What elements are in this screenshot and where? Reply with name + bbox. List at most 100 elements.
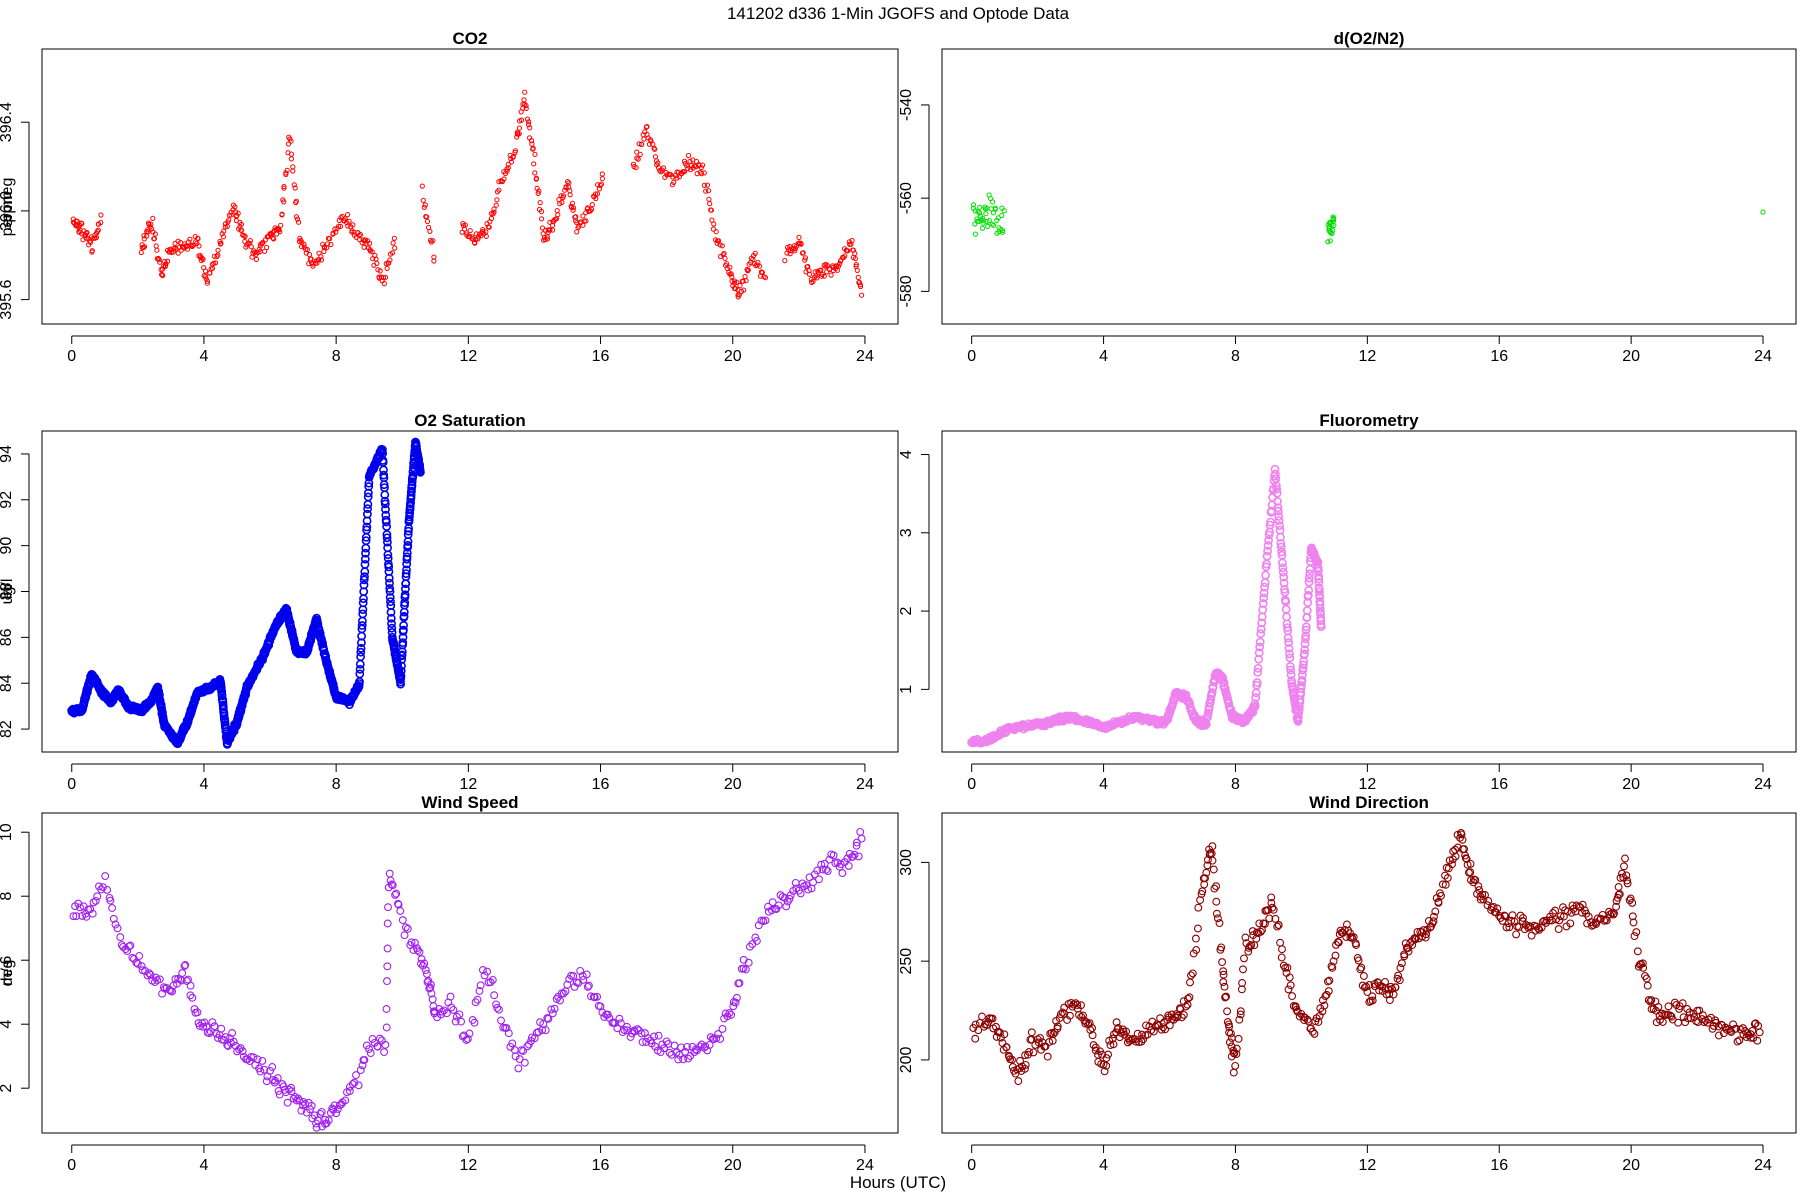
data-point <box>1274 516 1284 525</box>
data-points <box>969 828 1764 1086</box>
data-point <box>850 850 859 859</box>
data-point <box>1075 1010 1083 1019</box>
y-tick-label: 82 <box>0 720 15 738</box>
data-point <box>276 227 282 233</box>
data-point <box>1293 717 1303 726</box>
y-tick-label: 3 <box>898 528 915 537</box>
data-point <box>1226 1029 1235 1038</box>
data-point <box>1278 558 1287 568</box>
x-tick-label: 24 <box>856 348 874 365</box>
data-point <box>1389 990 1398 999</box>
data-point <box>1256 927 1265 936</box>
data-point <box>189 243 195 249</box>
data-point <box>1222 992 1231 1001</box>
data-point <box>1151 1022 1160 1031</box>
data-point <box>359 580 369 590</box>
data-point <box>369 249 375 255</box>
data-point <box>667 1050 676 1059</box>
data-point <box>1567 908 1576 917</box>
x-tick-label: 4 <box>199 776 208 793</box>
x-tick-label: 24 <box>1754 1157 1772 1174</box>
data-point <box>1278 563 1288 573</box>
data-point <box>741 287 747 293</box>
data-point <box>1088 1031 1097 1040</box>
data-point <box>93 892 102 901</box>
data-point <box>593 992 602 1001</box>
data-point <box>1193 924 1202 933</box>
data-point <box>490 991 499 1000</box>
data-point <box>1266 517 1275 527</box>
data-point <box>278 222 284 228</box>
data-point <box>1411 935 1420 944</box>
data-point <box>978 1012 986 1021</box>
data-point <box>523 102 529 109</box>
data-point <box>823 867 832 876</box>
data-point <box>1284 644 1294 653</box>
data-point <box>366 1049 375 1058</box>
data-point <box>203 274 209 280</box>
data-point <box>1481 891 1489 899</box>
data-point <box>824 262 830 269</box>
data-point <box>195 235 201 241</box>
x-tick-label: 8 <box>1231 348 1240 365</box>
data-point <box>103 885 112 894</box>
data-point <box>1049 1029 1058 1038</box>
y-tick-label: 94 <box>0 445 15 463</box>
data-point <box>580 213 586 219</box>
plot-frame <box>41 48 899 325</box>
data-point <box>462 222 468 228</box>
data-point <box>1302 606 1312 615</box>
data-point <box>218 240 224 246</box>
y-axis-label: % <box>0 584 16 598</box>
data-point <box>1733 1037 1742 1046</box>
data-point <box>493 1004 502 1012</box>
data-point <box>386 876 395 885</box>
data-point <box>1396 964 1405 972</box>
data-point <box>143 971 152 980</box>
data-point <box>141 233 147 239</box>
figure-title: 141202 d336 1-Min JGOFS and Optode Data <box>727 4 1070 23</box>
data-point <box>522 89 528 95</box>
data-point <box>1429 917 1438 926</box>
data-point <box>424 218 431 224</box>
data-point <box>470 1018 479 1027</box>
data-point <box>145 969 154 978</box>
x-tick-label: 20 <box>724 1157 742 1174</box>
data-point <box>438 1007 447 1016</box>
data-point <box>656 165 662 171</box>
data-point <box>385 593 395 602</box>
x-axis: 0 4 8 12 16 20 24 <box>967 763 1772 793</box>
y-tick-label: 84 <box>0 674 15 692</box>
data-point <box>249 1053 258 1062</box>
data-point <box>392 245 398 251</box>
data-point <box>1466 868 1475 877</box>
data-point <box>842 253 848 259</box>
data-point <box>1451 852 1460 861</box>
plot-frame <box>941 430 1797 753</box>
data-point <box>1318 996 1327 1005</box>
data-point <box>364 482 374 491</box>
data-point <box>511 1052 520 1061</box>
data-point <box>1209 865 1218 874</box>
data-point <box>1260 919 1269 928</box>
data-point <box>238 221 244 227</box>
data-point <box>380 275 387 281</box>
data-point <box>1643 981 1652 990</box>
data-point <box>1210 884 1219 893</box>
data-point <box>1161 1025 1170 1034</box>
data-point <box>1138 1030 1147 1039</box>
data-point <box>357 231 363 238</box>
x-tick-label: 0 <box>67 776 76 793</box>
data-point <box>1507 916 1516 925</box>
data-point <box>1426 923 1435 932</box>
data-point <box>508 1039 517 1048</box>
data-point <box>361 548 370 558</box>
data-point <box>1283 963 1292 972</box>
data-point <box>229 1037 238 1046</box>
data-point <box>802 255 809 261</box>
data-point <box>1285 649 1294 659</box>
data-point <box>1512 930 1521 939</box>
data-point <box>681 1047 690 1056</box>
data-point <box>1204 702 1214 712</box>
data-point <box>1502 923 1511 932</box>
